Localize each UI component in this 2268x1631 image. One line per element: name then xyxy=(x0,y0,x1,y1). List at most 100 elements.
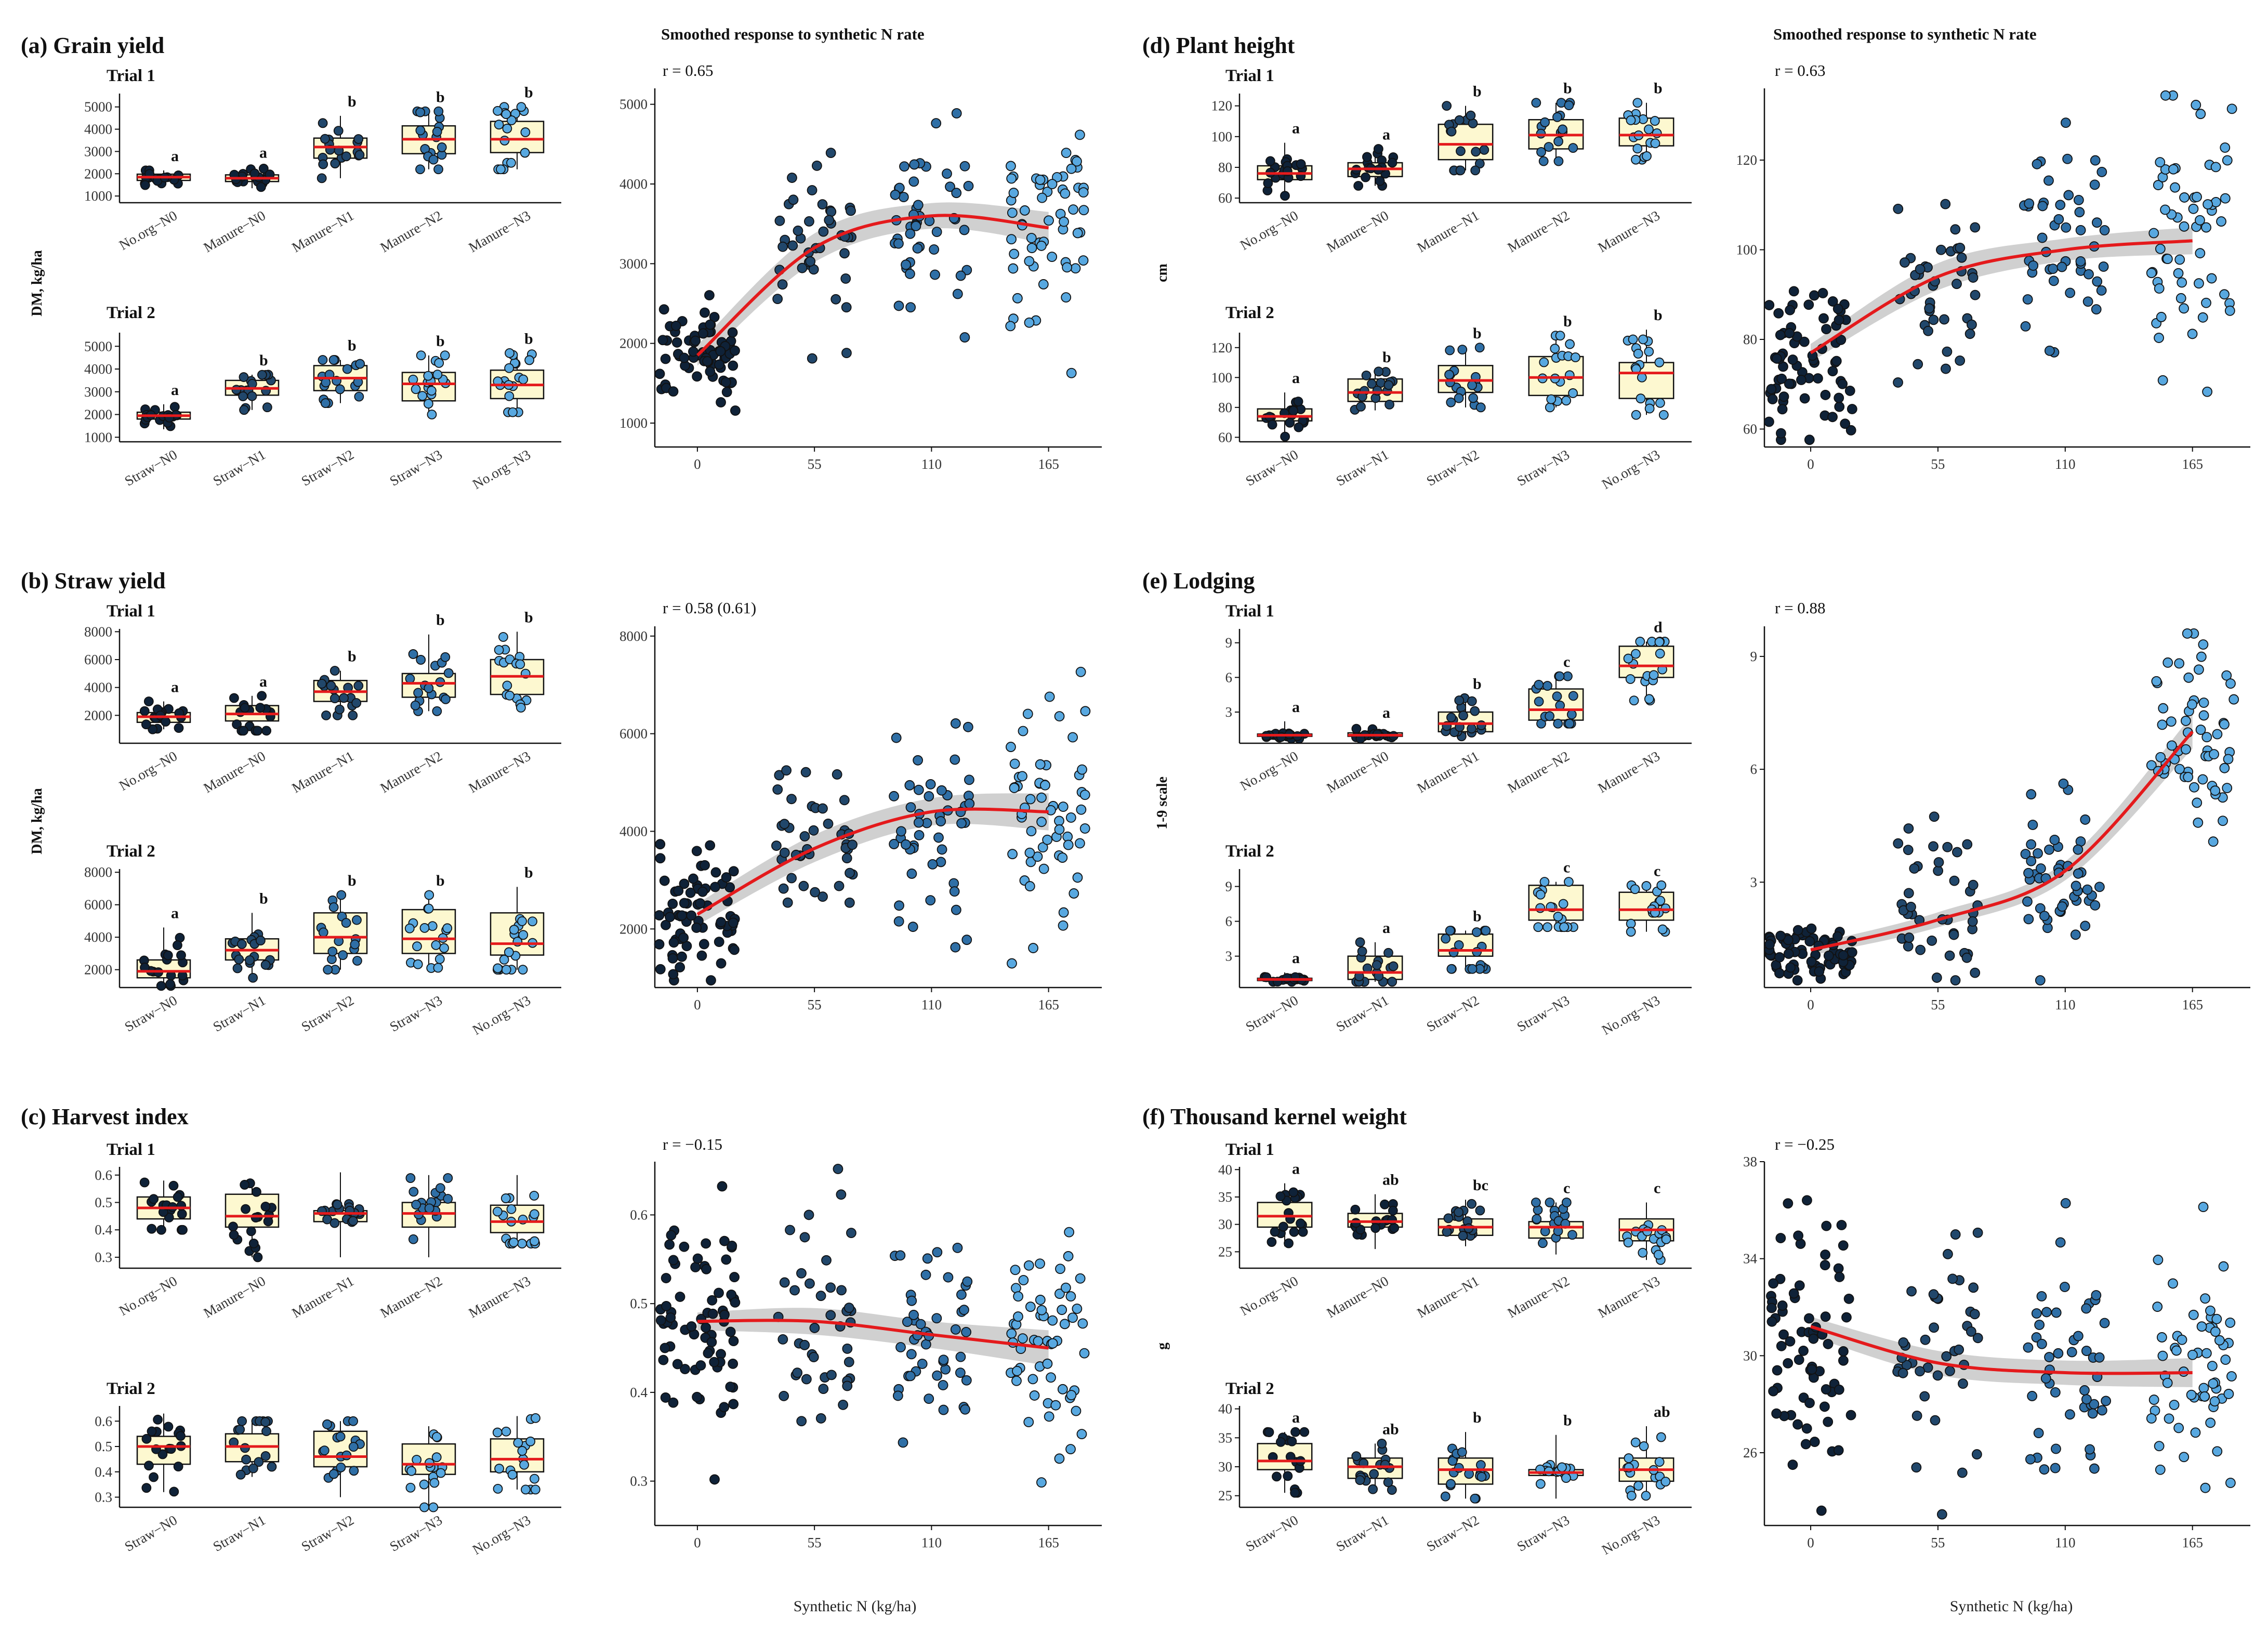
scatter-data-point xyxy=(2075,225,2086,235)
box-data-point xyxy=(1293,397,1303,406)
box-data-point xyxy=(1475,402,1486,413)
scatter-data-point xyxy=(1893,377,1903,388)
box-data-point xyxy=(1626,927,1636,937)
significance-letter: a xyxy=(171,904,179,922)
panel-d-trial1-label: Trial 1 xyxy=(1225,67,1274,85)
scatter-data-point xyxy=(818,1384,829,1394)
scatter-data-point xyxy=(2073,194,2084,205)
scatter-data-point xyxy=(892,1390,903,1401)
box-data-point xyxy=(431,940,441,950)
scatter-data-point xyxy=(2079,1385,2090,1396)
y-tick-label: 3000 xyxy=(84,384,112,400)
scatter-data-point xyxy=(961,935,972,945)
scatter-data-point xyxy=(1046,1372,1056,1383)
scatter-data-point xyxy=(2197,774,2208,785)
scatter-data-point xyxy=(1893,838,1904,849)
scatter-data-point xyxy=(927,859,938,870)
scatter-data-point xyxy=(952,288,963,299)
x-tick-label: 165 xyxy=(1038,1535,1059,1550)
box-data-point xyxy=(253,1252,263,1262)
scatter-data-point xyxy=(959,225,970,235)
y-tick-label: 9 xyxy=(1750,649,1758,664)
scatter-data-point xyxy=(2091,217,2102,228)
box-data-point xyxy=(1638,1247,1648,1258)
box-data-point xyxy=(1288,1187,1299,1198)
box-data-point xyxy=(1287,1436,1297,1446)
y-tick-label: 25 xyxy=(1218,1244,1232,1259)
box-data-point xyxy=(169,1487,179,1497)
scatter-data-point xyxy=(2034,1320,2045,1330)
scatter-data-point xyxy=(959,1305,969,1316)
scatter-data-point xyxy=(2183,672,2194,683)
x-category-label: Manure−N0 xyxy=(1324,1273,1391,1321)
scatter-data-point xyxy=(2221,670,2232,681)
box-data-point xyxy=(494,1464,504,1474)
scatter-data-point xyxy=(1950,975,1961,985)
x-tick-label: 55 xyxy=(1931,1535,1945,1550)
panel-f-ylabel: g xyxy=(1154,1343,1170,1350)
scatter-data-point xyxy=(2082,884,2093,895)
scatter-data-point xyxy=(906,1349,917,1360)
box-data-point xyxy=(517,1446,528,1456)
scatter-data-point xyxy=(1008,263,1019,274)
scatter-data-point xyxy=(1054,711,1065,721)
box-data-point xyxy=(1644,124,1654,135)
box-data-point xyxy=(504,391,515,401)
box-data-point xyxy=(1362,152,1372,162)
scatter-data-point xyxy=(719,1310,730,1320)
y-tick-label: 6000 xyxy=(84,652,112,667)
box-data-point xyxy=(178,1225,188,1235)
x-category-label: Straw−N0 xyxy=(122,446,180,489)
scatter-data-point xyxy=(677,951,687,962)
y-tick-label: 3000 xyxy=(84,143,112,159)
scatter-data-point xyxy=(1964,328,1975,339)
scatter-data-point xyxy=(922,1253,933,1264)
scatter-data-point xyxy=(1970,222,1981,233)
scatter-data-point xyxy=(2027,820,2038,830)
scatter-data-point xyxy=(1026,826,1037,837)
scatter-data-point xyxy=(1834,392,1844,403)
panel-b-trial2-label: Trial 2 xyxy=(107,842,155,861)
scatter-data-point xyxy=(908,176,919,187)
scatter-data-point xyxy=(1942,346,1953,357)
box-data-point xyxy=(519,1459,529,1470)
scatter-data-point xyxy=(728,866,739,877)
scatter-data-point xyxy=(2146,268,2157,279)
x-category-label: Manure−N1 xyxy=(289,207,357,255)
box-data-point xyxy=(504,363,515,373)
box-data-point xyxy=(408,1234,418,1244)
box-data-point xyxy=(320,398,331,409)
box-data-point xyxy=(335,384,345,394)
box-data-point xyxy=(1288,405,1299,416)
scatter-data-point xyxy=(2092,276,2103,287)
y-tick-label: 6000 xyxy=(84,897,112,913)
scatter-data-point xyxy=(826,1370,837,1380)
y-tick-label: 0.6 xyxy=(95,1167,112,1183)
panel-a-trial2-boxplot: 10002000300040005000aStraw−N0bStraw−N1bS… xyxy=(84,330,561,492)
box-data-point xyxy=(318,927,328,938)
scatter-data-point xyxy=(2022,294,2033,305)
scatter-data-point xyxy=(1774,968,1785,979)
box-data-point xyxy=(518,965,528,975)
scatter-data-point xyxy=(938,1354,949,1365)
panel-e-trial1-boxplot: 369aNo.org−N0aManure−N0bManure−N1cManure… xyxy=(1225,619,1692,796)
box-data-point xyxy=(1644,403,1655,414)
scatter-data-point xyxy=(799,1339,810,1350)
box-data-point xyxy=(1444,370,1454,380)
confidence-band xyxy=(697,202,1049,366)
box-data-point xyxy=(260,1417,271,1427)
box-data-point xyxy=(405,1482,416,1493)
box-data-point xyxy=(1656,1432,1666,1442)
scatter-data-point xyxy=(1970,290,1981,300)
scatter-data-point xyxy=(2039,911,2050,922)
scatter-data-point xyxy=(1936,1509,1947,1520)
x-category-label: No.org−N0 xyxy=(116,207,180,253)
box-data-point xyxy=(1649,670,1659,680)
y-tick-label: 0.5 xyxy=(95,1195,112,1211)
box-data-point xyxy=(431,1452,442,1463)
panel-b-trial1-label: Trial 1 xyxy=(107,602,155,621)
scatter-data-point xyxy=(2056,261,2067,272)
scatter-data-point xyxy=(1006,1328,1017,1339)
